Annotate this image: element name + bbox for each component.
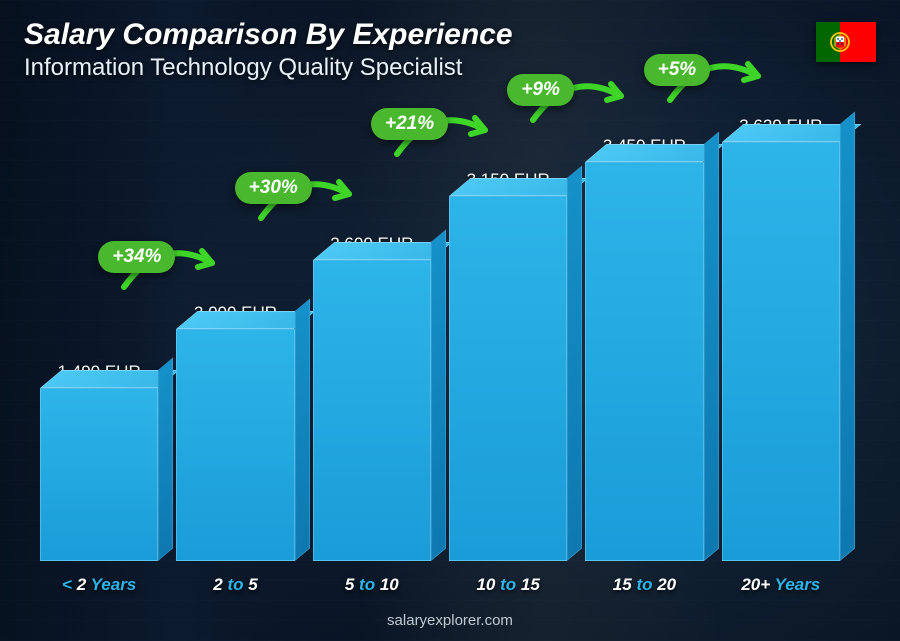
- bar: [722, 142, 840, 561]
- pct-increase-badge: +9%: [507, 74, 574, 106]
- pct-increase-badge: +5%: [644, 54, 711, 86]
- pct-increase-badge: +21%: [371, 108, 448, 140]
- portugal-flag-icon: [816, 22, 876, 62]
- footer-credit: salaryexplorer.com: [0, 612, 900, 629]
- bar-group: +5%3,620 EUR20+ Years: [722, 116, 840, 561]
- salary-bar-chart: 1,490 EUR< 2 Years+34%2,000 EUR2 to 5+30…: [40, 121, 840, 561]
- bar: [176, 329, 294, 561]
- bar-category-label: 15 to 20: [613, 575, 676, 595]
- bar-group: +9%3,450 EUR15 to 20: [585, 136, 703, 561]
- pct-increase-badge: +30%: [235, 172, 312, 204]
- bar-group: +34%2,000 EUR2 to 5: [176, 303, 294, 561]
- bar-category-label: 2 to 5: [213, 575, 257, 595]
- bar-category-label: 5 to 10: [345, 575, 399, 595]
- bar-category-label: 10 to 15: [476, 575, 539, 595]
- pct-increase-badge: +34%: [98, 241, 175, 273]
- bar: [313, 260, 431, 561]
- bar: [40, 388, 158, 561]
- page-title: Salary Comparison By Experience: [24, 18, 876, 52]
- bar-category-label: < 2 Years: [62, 575, 136, 595]
- bar-category-label: 20+ Years: [741, 575, 820, 595]
- bar: [449, 196, 567, 561]
- bar-group: +21%3,150 EUR10 to 15: [449, 170, 567, 561]
- bar-group: 1,490 EUR< 2 Years: [40, 362, 158, 561]
- bar-group: +30%2,600 EUR5 to 10: [313, 234, 431, 561]
- bar: [585, 162, 703, 561]
